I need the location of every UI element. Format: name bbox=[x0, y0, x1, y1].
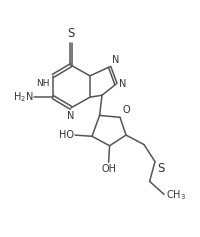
Text: HO: HO bbox=[59, 130, 74, 140]
Text: S: S bbox=[67, 27, 75, 40]
Text: N: N bbox=[67, 111, 75, 121]
Text: OH: OH bbox=[101, 164, 116, 174]
Text: NH: NH bbox=[36, 79, 50, 88]
Text: S: S bbox=[157, 162, 165, 175]
Text: N: N bbox=[112, 55, 119, 65]
Text: N: N bbox=[119, 79, 127, 89]
Text: CH$_3$: CH$_3$ bbox=[166, 189, 186, 202]
Text: O: O bbox=[122, 105, 130, 115]
Text: H$_2$N: H$_2$N bbox=[13, 90, 33, 104]
